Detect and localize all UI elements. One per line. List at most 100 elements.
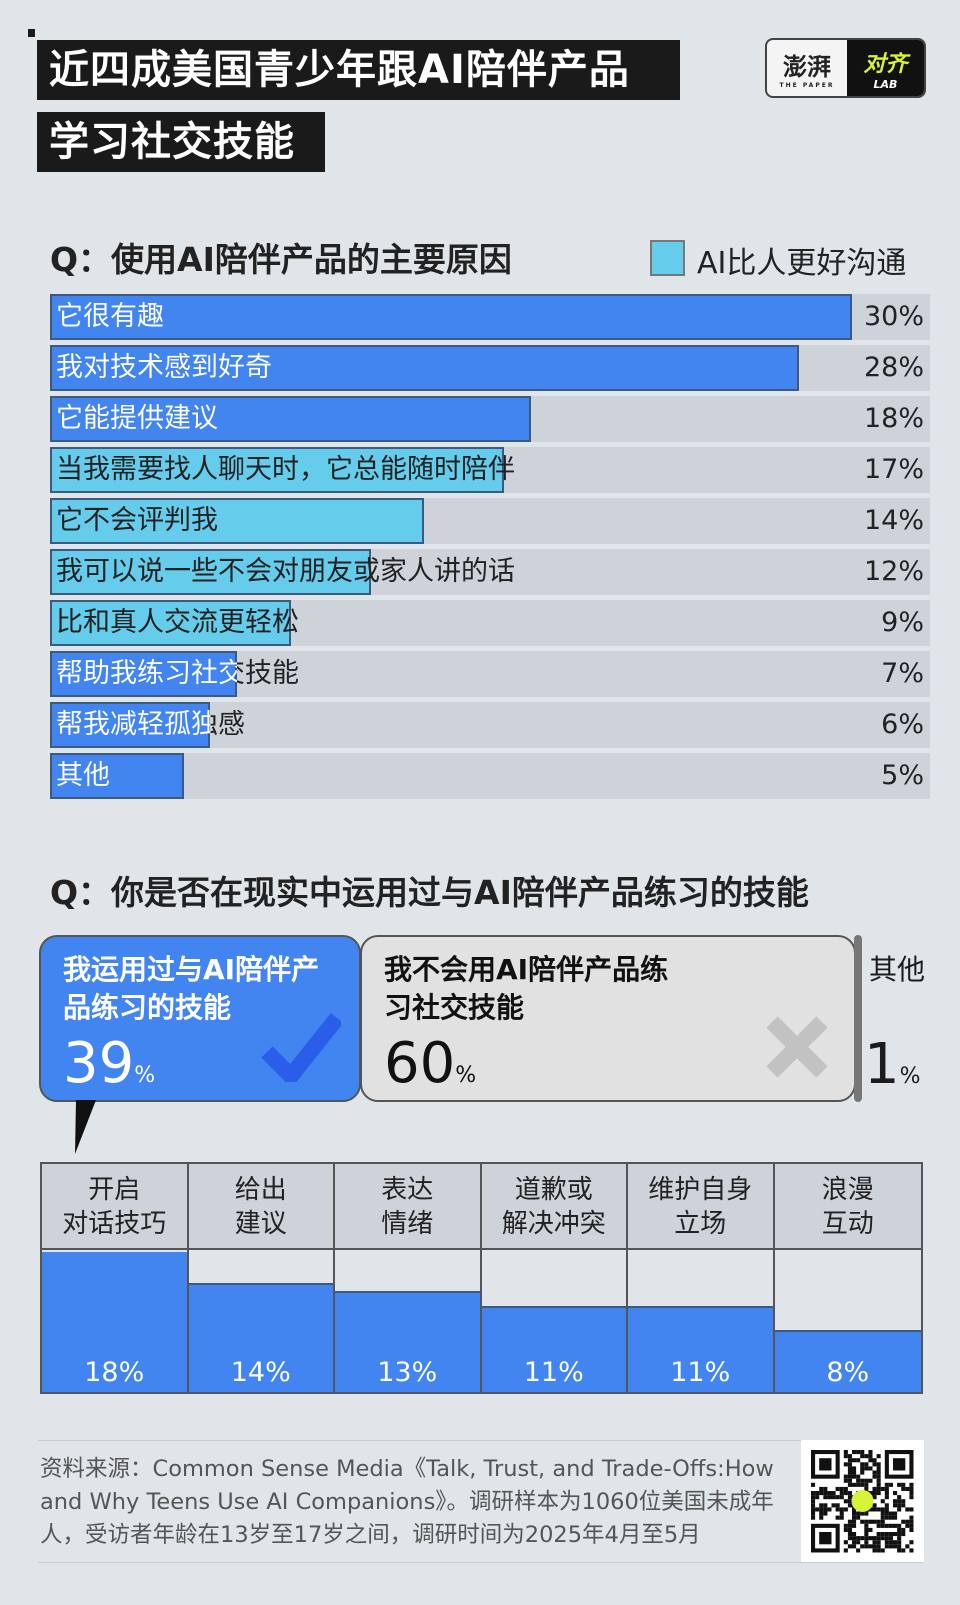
- qr-module: [843, 1540, 848, 1545]
- qr-module: [876, 1474, 881, 1479]
- qr-module: [819, 1507, 824, 1512]
- qr-module: [884, 1486, 889, 1491]
- qr-code[interactable]: [801, 1440, 924, 1562]
- qr-module: [901, 1503, 906, 1508]
- check-icon: [261, 1013, 341, 1082]
- qr-logo: [851, 1490, 874, 1512]
- qr-module: [868, 1527, 873, 1532]
- qr-module: [884, 1544, 889, 1549]
- qr-module: [868, 1519, 873, 1524]
- logo-right-text: 对齐: [863, 51, 908, 77]
- qr-module: [839, 1507, 844, 1512]
- qr-module: [819, 1511, 824, 1516]
- qr-module: [872, 1462, 877, 1467]
- qr-module: [860, 1450, 865, 1455]
- bar-label: 我可以说一些不会对朋友或家人讲的话: [56, 556, 515, 587]
- qr-module: [909, 1540, 914, 1545]
- qr-module: [860, 1470, 865, 1475]
- qr-module: [868, 1536, 873, 1541]
- skill-bar: [335, 1290, 480, 1392]
- cross-icon: [766, 1016, 828, 1078]
- bar-value-label: 17%: [863, 454, 924, 485]
- chart1-title: Q：使用AI陪伴产品的主要原因: [50, 240, 512, 279]
- qr-module: [909, 1515, 914, 1520]
- qr-module: [893, 1499, 898, 1504]
- qr-module: [909, 1482, 914, 1487]
- qr-module: [839, 1495, 844, 1500]
- qr-module: [856, 1478, 861, 1483]
- qr-module: [884, 1540, 889, 1545]
- bar-value-label: 18%: [863, 403, 924, 434]
- bar: [50, 447, 505, 493]
- bar-label: 它很有趣: [56, 294, 164, 340]
- qr-module: [876, 1523, 881, 1528]
- qr-module: [864, 1466, 869, 1471]
- qr-module: [835, 1507, 840, 1512]
- qr-module: [888, 1536, 893, 1541]
- answer-yes-label: 我运用过与AI陪伴产品练习的技能: [63, 953, 320, 1024]
- bar: [50, 702, 211, 748]
- skill-bar: [774, 1329, 921, 1392]
- qr-module: [897, 1527, 902, 1532]
- corner-mark: [28, 29, 35, 37]
- qr-module: [872, 1503, 877, 1508]
- bar-value-label: 6%: [881, 709, 924, 740]
- qr-module: [864, 1544, 869, 1549]
- qr-module: [868, 1454, 873, 1459]
- skill-column: 维护自身 立场 11%: [628, 1164, 775, 1392]
- qr-module: [856, 1548, 861, 1553]
- qr-module: [897, 1507, 902, 1512]
- answer-other-label: 其他: [869, 953, 926, 986]
- skill-label: 维护自身 立场: [628, 1164, 773, 1250]
- qr-module: [815, 1495, 820, 1500]
- qr-module: [876, 1462, 881, 1467]
- bar-label: 比和真人交流更轻松: [56, 607, 299, 638]
- qr-module: [880, 1532, 885, 1537]
- answer-card-yes: 我运用过与AI陪伴产品练习的技能 39%: [39, 935, 361, 1102]
- qr-module: [819, 1491, 824, 1496]
- qr-module: [872, 1491, 877, 1496]
- qr-module: [888, 1523, 893, 1528]
- qr-module: [884, 1536, 889, 1541]
- bar: [50, 345, 799, 391]
- qr-module: [905, 1519, 910, 1524]
- qr-module: [864, 1482, 869, 1487]
- qr-module: [852, 1470, 857, 1475]
- bar-value-label: 5%: [881, 760, 924, 791]
- qr-module: [843, 1523, 848, 1528]
- qr-module: [872, 1458, 877, 1463]
- qr-module: [847, 1523, 852, 1528]
- qr-module: [888, 1544, 893, 1549]
- bar-row: 它很有趣 30%: [50, 294, 930, 340]
- answer-yes-value: 39: [63, 1031, 135, 1096]
- qr-module: [856, 1511, 861, 1516]
- bar-value-label: 12%: [863, 556, 924, 587]
- qr-module: [909, 1523, 914, 1528]
- qr-module: [839, 1511, 844, 1516]
- qr-module: [884, 1482, 889, 1487]
- qr-module: [827, 1495, 832, 1500]
- bar: [50, 753, 184, 799]
- qr-module: [893, 1491, 898, 1496]
- qr-module: [880, 1486, 885, 1491]
- qr-module: [880, 1511, 885, 1516]
- qr-module: [811, 1495, 816, 1500]
- bar: [50, 294, 852, 340]
- qr-module: [823, 1486, 828, 1491]
- qr-module: [872, 1548, 877, 1553]
- qr-module: [860, 1511, 865, 1516]
- answer-no-value: 60: [384, 1031, 456, 1096]
- qr-module: [815, 1491, 820, 1496]
- qr-module: [880, 1499, 885, 1504]
- qr-module: [909, 1486, 914, 1491]
- bar: [50, 498, 425, 544]
- qr-module: [811, 1499, 816, 1504]
- qr-module: [893, 1503, 898, 1508]
- qr-module: [847, 1527, 852, 1532]
- qr-module: [811, 1482, 816, 1487]
- qr-module: [852, 1536, 857, 1541]
- skill-label: 给出 建议: [188, 1164, 333, 1250]
- qr-module: [876, 1548, 881, 1553]
- qr-module: [864, 1462, 869, 1467]
- qr-module: [872, 1495, 877, 1500]
